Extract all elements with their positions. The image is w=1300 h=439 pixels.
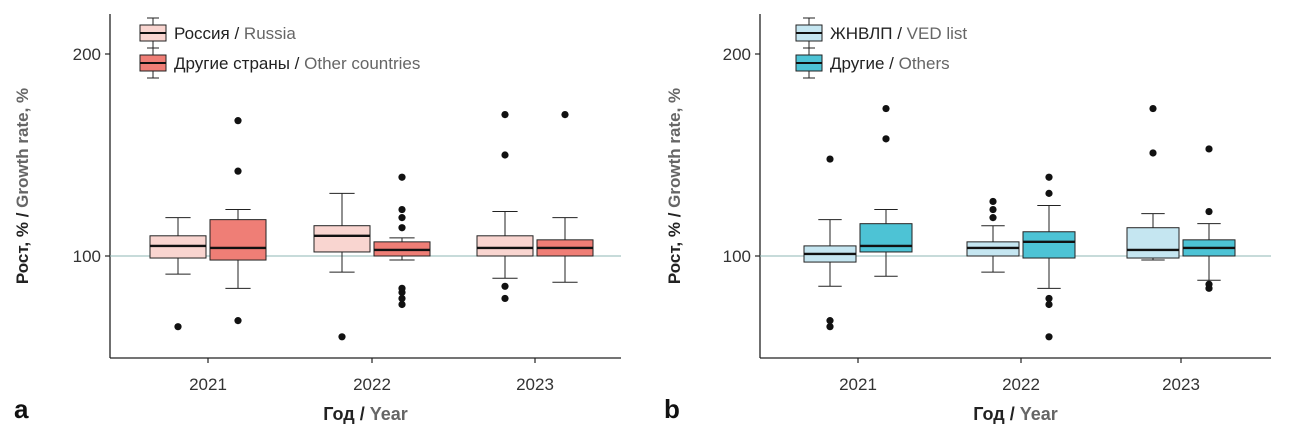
panel-letter: b: [664, 394, 680, 424]
outlier-point: [826, 155, 834, 163]
y-tick-label: 200: [723, 45, 751, 64]
boxplot-2022-series-1: [966, 197, 1020, 273]
panel-a: 100 200 2021 2022 2023 Год / Year Рост, % / Gr…: [13, 14, 621, 424]
y-tick-label: 100: [73, 247, 101, 266]
outlier-point: [501, 294, 509, 303]
box-iqr: [476, 235, 534, 257]
boxplot-2021-series-1: [803, 155, 857, 331]
outlier-point: [1149, 104, 1157, 113]
outlier-point: [234, 117, 242, 125]
y-axis-title: Рост, % / Growth rate, %: [665, 88, 684, 284]
box-iqr: [1126, 227, 1180, 259]
outlier-point: [398, 294, 406, 303]
boxplot-2023-series-1: [476, 111, 534, 303]
boxplot-2023-series-1: [1126, 104, 1180, 261]
y-tick-label: 200: [73, 45, 101, 64]
outlier-point: [1045, 189, 1053, 197]
box-iqr: [1022, 231, 1076, 259]
boxplot-2022-series-1: [313, 192, 371, 341]
x-tick-label: 2023: [516, 375, 554, 394]
outlier-point: [398, 214, 406, 222]
outlier-point: [1205, 145, 1213, 153]
legend-label: ЖНВЛП / VED list: [830, 24, 967, 43]
outlier-point: [989, 197, 997, 206]
legend-item-1: ЖНВЛП / VED list: [795, 17, 967, 49]
box-iqr: [209, 219, 267, 261]
x-axis-title: Год / Year: [323, 404, 408, 424]
outlier-point: [1045, 173, 1053, 181]
x-tick-label: 2021: [189, 375, 227, 394]
boxplot-2022-series-2: [373, 173, 431, 309]
box-iqr: [859, 223, 913, 253]
outlier-point: [1205, 207, 1213, 216]
outlier-point: [234, 317, 242, 325]
outlier-point: [398, 173, 406, 181]
x-tick-label: 2021: [839, 375, 877, 394]
outlier-point: [398, 205, 406, 214]
boxplot-2021-series-2: [859, 104, 913, 277]
outlier-point: [338, 333, 346, 341]
boxplot-2022-series-2: [1022, 173, 1076, 341]
outlier-point: [561, 111, 569, 119]
outlier-point: [501, 151, 509, 159]
y-axis-title: Рост, % / Growth rate, %: [13, 88, 32, 284]
legend-label: Россия / Russia: [174, 24, 296, 43]
outlier-point: [989, 214, 997, 222]
outlier-point: [501, 282, 509, 290]
outlier-point: [174, 323, 182, 331]
outlier-point: [398, 224, 406, 232]
legend-label: Другие страны / Other countries: [174, 54, 420, 73]
boxplot-2023-series-2: [536, 111, 594, 283]
outlier-point: [1149, 149, 1157, 157]
legend-item-2: Другие страны / Other countries: [139, 47, 420, 79]
x-axis-title: Год / Year: [973, 404, 1058, 424]
x-tick-label: 2022: [353, 375, 391, 394]
outlier-point: [234, 167, 242, 175]
x-tick-label: 2022: [1002, 375, 1040, 394]
outlier-point: [826, 323, 834, 331]
x-tick-label: 2023: [1162, 375, 1200, 394]
panel-letter: a: [14, 394, 29, 424]
panel-b: 100 200 2021 2022 2023 Год / Year Рост, % / Gr…: [664, 14, 1271, 424]
outlier-point: [1045, 300, 1053, 309]
outlier-point: [1045, 333, 1053, 341]
boxplot-2021-series-2: [209, 117, 267, 325]
outlier-point: [989, 205, 997, 214]
y-tick-label: 100: [723, 247, 751, 266]
outlier-point: [882, 135, 890, 143]
legend-item-2: Другие / Others: [795, 47, 950, 79]
outlier-point: [398, 284, 406, 292]
boxplot-2021-series-1: [149, 217, 207, 331]
legend-item-1: Россия / Russia: [139, 17, 296, 49]
box-iqr: [313, 225, 371, 253]
outlier-point: [501, 111, 509, 119]
outlier-point: [1205, 280, 1213, 288]
boxplot-2023-series-2: [1182, 145, 1236, 292]
legend-label: Другие / Others: [830, 54, 950, 73]
outlier-point: [398, 300, 406, 309]
outlier-point: [882, 104, 890, 113]
outlier-point: [1045, 294, 1053, 303]
outlier-point: [826, 317, 834, 325]
